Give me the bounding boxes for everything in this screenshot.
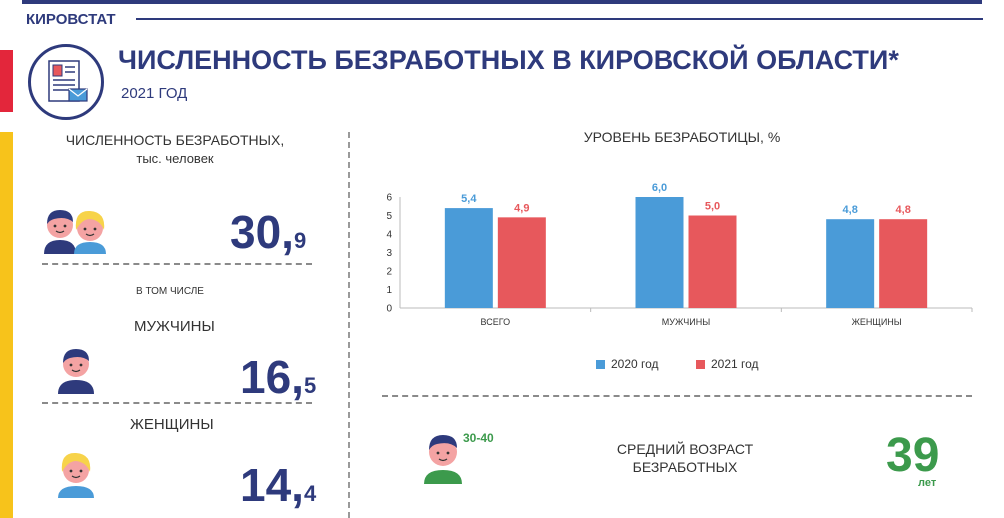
unemployment-rate-chart: 0 1 2 3 4 5 6 5,4 4,9 ВСЕГО 6,0 5,0 МУЖЧИНЫ 4,8 4,8 ЖЕН… [386,182,973,327]
average-age-value: 39 [886,429,940,482]
bar-2020-1 [444,208,493,308]
bar-2020-3 [826,219,875,308]
unemployed-count-unit: тыс. человек [136,151,214,166]
age-range-badge: 30-40 [463,431,494,445]
side-accent-yellow [0,132,13,518]
y-tick-label: 1 [386,285,392,296]
legend-swatch-2021 [696,359,705,369]
man-icon [58,349,94,394]
average-age-unit: лет [918,477,937,489]
bar-2020-2 [635,197,684,308]
women-label: ЖЕНЩИНЫ [130,416,214,433]
brand-rule [136,18,983,20]
legend-label-2021: 2021 год [711,357,759,371]
divider [42,263,312,265]
women-unemployed-value: 14,4 [240,459,317,511]
total-unemployed-value: 30,9 [230,206,307,258]
top-rule [22,0,982,4]
men-label: МУЖЧИНЫ [134,318,215,335]
legend-swatch-2020 [596,359,605,369]
y-tick-label: 2 [386,267,392,278]
in-total-label: В ТОМ ЧИСЛЕ [136,286,204,297]
data-label-2021-1: 4,9 [514,202,529,214]
side-accent-red [0,50,13,112]
brand-label: КИРОВСТАТ [26,11,116,28]
column-divider [348,132,350,518]
page-title: ЧИСЛЕННОСТЬ БЕЗРАБОТНЫХ В КИРОВСКОЙ ОБЛА… [118,45,899,75]
divider [382,395,972,397]
unemployed-count-heading: ЧИСЛЕННОСТЬ БЕЗРАБОТНЫХ, [65,132,285,148]
bar-2021-2 [688,215,737,308]
y-tick-label: 0 [386,304,392,315]
page-subtitle: 2021 ГОД [121,85,188,102]
data-label-2021-3: 4,8 [896,204,911,216]
data-label-2020-3: 4,8 [843,204,858,216]
x-tick-label: ВСЕГО [481,317,511,327]
y-tick-label: 5 [386,211,392,222]
average-age-label: СРЕДНИЙ ВОЗРАСТ БЕЗРАБОТНЫХ [616,441,754,475]
bar-2021-3 [879,219,928,308]
age-person-icon [424,435,462,484]
couple-icon [44,210,106,254]
x-tick-label: ЖЕНЩИНЫ [852,317,902,327]
men-unemployed-value: 16,5 [240,351,317,403]
legend-item-2021: 2021 год [696,357,759,371]
document-icon [28,44,104,120]
y-tick-label: 3 [386,248,392,259]
legend-label-2020: 2020 год [611,357,659,371]
woman-icon [58,452,94,498]
bar-2021-1 [497,217,546,308]
y-tick-label: 4 [386,230,392,241]
data-label-2020-2: 6,0 [652,182,667,194]
y-tick-label: 6 [386,193,392,204]
legend-item-2020: 2020 год [596,357,659,371]
data-label-2020-1: 5,4 [461,193,477,205]
divider [42,402,312,404]
x-tick-label: МУЖЧИНЫ [662,317,710,327]
chart-title: УРОВЕНЬ БЕЗРАБОТИЦЫ, % [583,129,781,145]
data-label-2021-2: 5,0 [705,201,720,213]
